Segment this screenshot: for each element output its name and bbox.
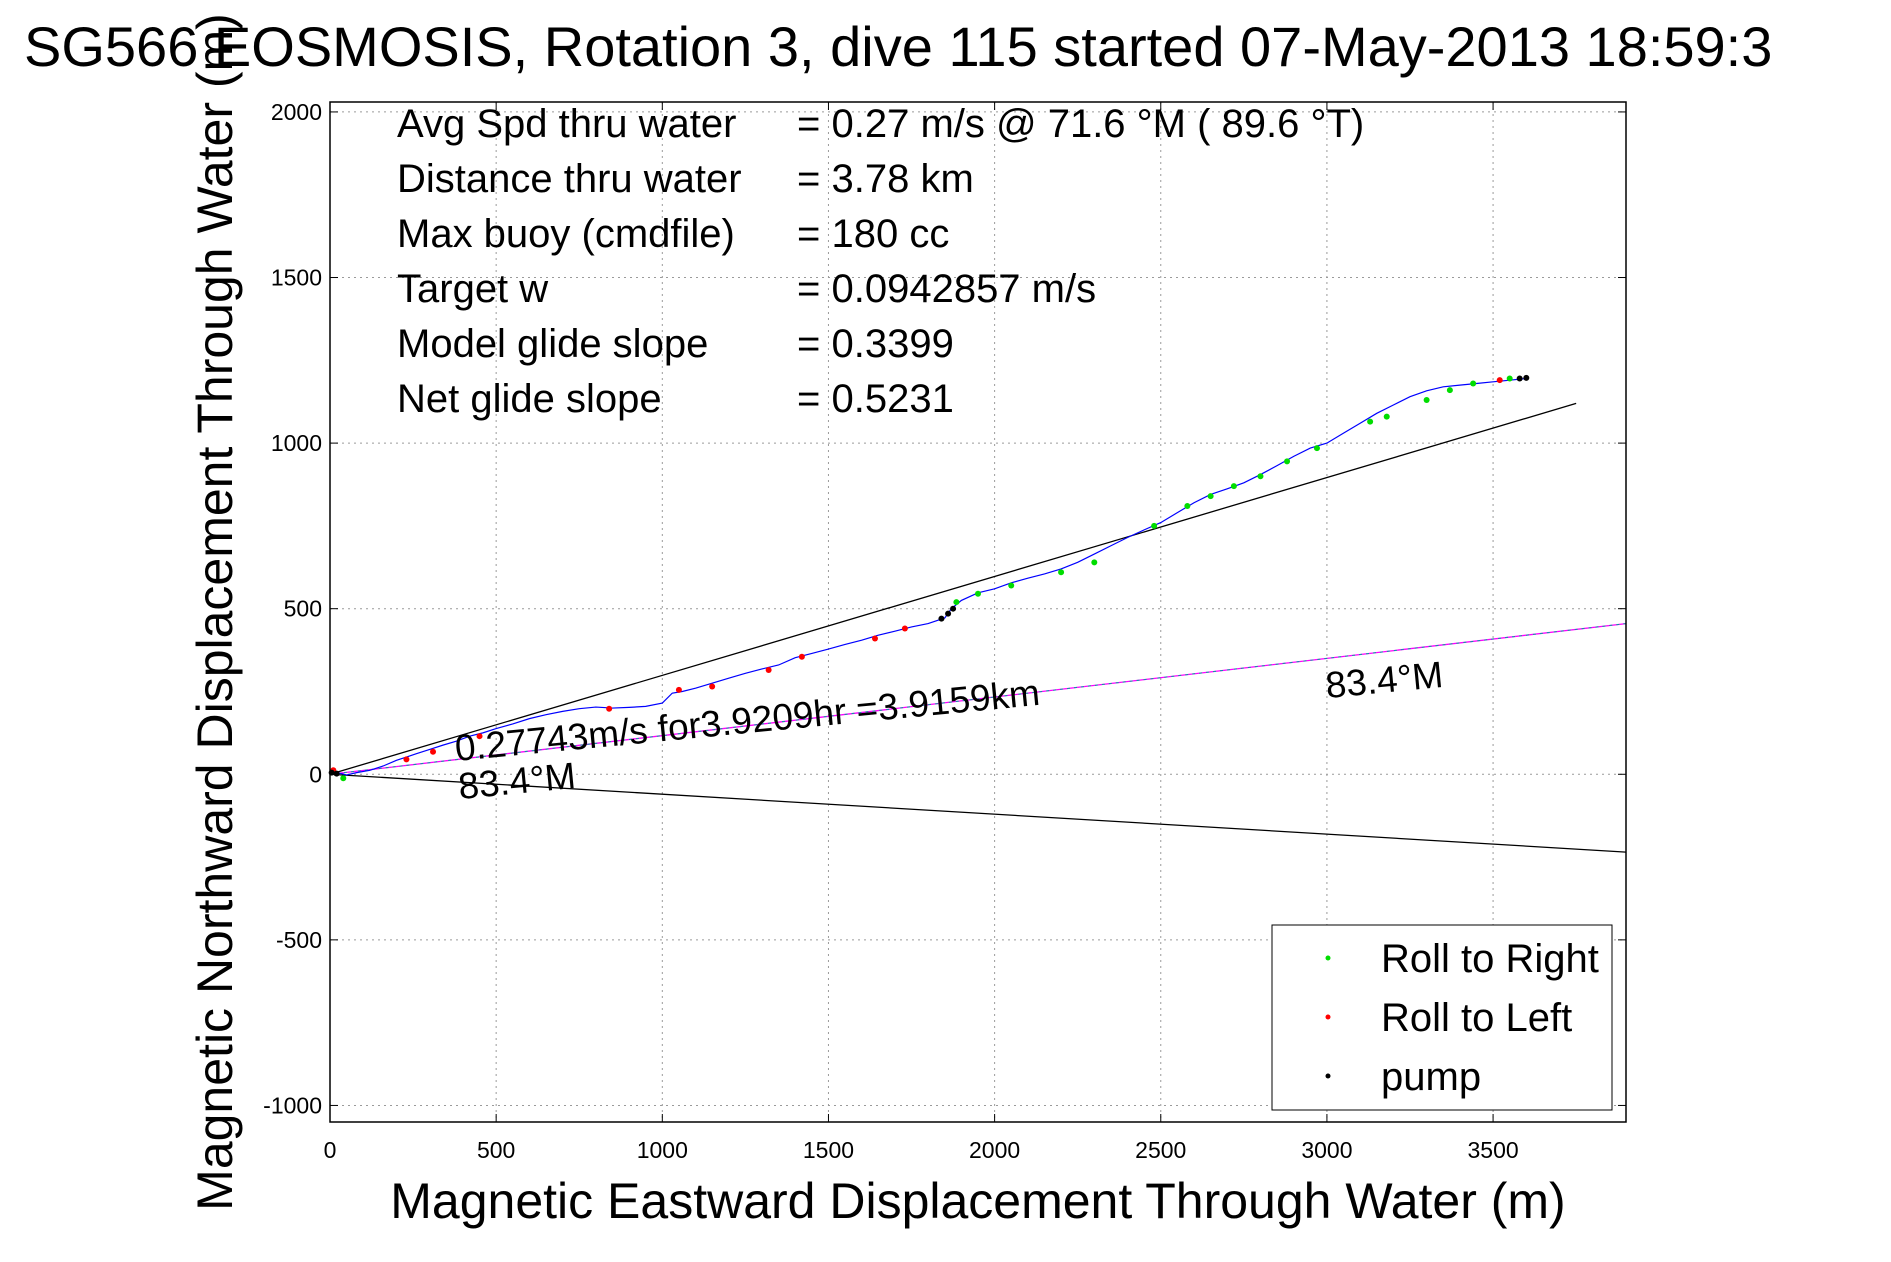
- legend: Roll to Right Roll to Left pump: [1271, 924, 1613, 1111]
- y-tick-label: 2000: [271, 99, 322, 125]
- point-roll-to-left: [709, 683, 716, 690]
- info-label: Target w: [397, 267, 548, 311]
- x-tick-label: 2500: [1135, 1137, 1186, 1163]
- point-roll-to-right: [1008, 582, 1015, 589]
- y-tick-label: 0: [309, 761, 322, 787]
- legend-marker-roll-to-right: [1325, 955, 1331, 961]
- point-roll-to-right: [1383, 413, 1390, 420]
- y-tick-label: -500: [276, 927, 322, 953]
- glider-track: [329, 377, 1527, 776]
- x-tick-label: 1500: [803, 1137, 854, 1163]
- point-roll-to-left: [765, 666, 772, 673]
- info-value: = 0.3399: [797, 322, 954, 366]
- axis-ticks: 0 500 1000 1500 2000 2500 3000 3500 2000 1500 1000…: [263, 99, 1626, 1163]
- point-roll-to-left: [476, 733, 483, 740]
- x-tick-label: 500: [477, 1137, 515, 1163]
- legend-label: pump: [1381, 1055, 1481, 1099]
- legend-label: Roll to Left: [1381, 996, 1572, 1040]
- legend-marker-pump: [1325, 1073, 1331, 1079]
- point-roll-to-right: [1506, 375, 1513, 382]
- x-tick-label: 1000: [637, 1137, 688, 1163]
- point-roll-to-right: [975, 590, 981, 597]
- y-tick-label: 1000: [271, 430, 322, 456]
- point-roll-to-right: [1423, 397, 1430, 404]
- point-roll-to-right: [1207, 493, 1214, 500]
- point-roll-to-right: [1470, 380, 1477, 387]
- point-roll-to-right: [1257, 473, 1264, 480]
- point-roll-to-left: [901, 625, 908, 632]
- y-tick-label: -1000: [263, 1092, 322, 1118]
- track-line: [329, 377, 1527, 776]
- chart-title: SG566 EOSMOSIS, Rotation 3, dive 115 sta…: [24, 15, 1772, 78]
- x-tick-label: 3500: [1467, 1137, 1518, 1163]
- legend-label: Roll to Right: [1381, 937, 1599, 981]
- point-roll-to-left: [675, 686, 682, 693]
- data-points: [328, 374, 1530, 782]
- reference-line: [329, 402, 1577, 775]
- reference-line: [329, 773, 1627, 853]
- point-roll-to-right: [1151, 522, 1158, 529]
- point-pump: [945, 610, 952, 617]
- grid: [330, 102, 1626, 1122]
- y-tick-label: 1500: [271, 265, 322, 291]
- point-pump: [1516, 375, 1523, 382]
- reference-line: [329, 623, 1627, 775]
- point-roll-to-right: [1091, 559, 1098, 566]
- info-label: Net glide slope: [397, 377, 662, 421]
- x-tick-label: 2000: [969, 1137, 1020, 1163]
- point-roll-to-right: [953, 599, 960, 606]
- annotation: 0.27743m/s for3.9209hr =3.9159km: [453, 672, 1041, 769]
- point-roll-to-left: [1496, 377, 1503, 384]
- reference-lines: [329, 402, 1627, 853]
- info-value: = 180 cc: [797, 212, 949, 256]
- point-pump: [1523, 374, 1530, 381]
- point-roll-to-right: [1367, 418, 1374, 425]
- point-pump: [938, 615, 945, 622]
- info-box: Avg Spd thru water = 0.27 m/s @ 71.6 °M (…: [397, 102, 1364, 421]
- y-tick-label: 500: [284, 596, 322, 622]
- info-value: = 0.0942857 m/s: [797, 267, 1096, 311]
- point-roll-to-left: [606, 705, 613, 712]
- point-roll-to-right: [1284, 458, 1291, 465]
- info-label: Max buoy (cmdfile): [397, 212, 735, 256]
- point-roll-to-right: [1446, 387, 1453, 394]
- annotation: 83.4°M: [1324, 654, 1445, 706]
- point-roll-to-right: [1230, 483, 1237, 490]
- info-value: = 3.78 km: [797, 157, 974, 201]
- y-axis-label: Magnetic Northward Displacement Through …: [187, 13, 243, 1211]
- annotations: 0.27743m/s for3.9209hr =3.9159km 83.4°M83…: [453, 654, 1445, 807]
- info-label: Distance thru water: [397, 157, 742, 201]
- info-value: = 0.27 m/s @ 71.6 °M ( 89.6 °T): [797, 102, 1364, 146]
- info-label: Model glide slope: [397, 322, 708, 366]
- x-tick-label: 0: [324, 1137, 337, 1163]
- plot-frame: [329, 101, 1627, 1123]
- x-axis-label: Magnetic Eastward Displacement Through W…: [390, 1173, 1565, 1229]
- x-tick-label: 3000: [1301, 1137, 1352, 1163]
- point-roll-to-right: [1313, 445, 1320, 452]
- point-roll-to-left: [798, 653, 805, 660]
- info-label: Avg Spd thru water: [397, 102, 736, 146]
- point-roll-to-left: [871, 635, 878, 642]
- legend-marker-roll-to-left: [1325, 1014, 1331, 1020]
- point-pump: [333, 770, 340, 777]
- point-roll-to-right: [340, 775, 347, 782]
- point-roll-to-left: [403, 756, 410, 763]
- point-roll-to-right: [1058, 569, 1065, 576]
- point-roll-to-right: [1184, 503, 1191, 510]
- point-pump: [950, 605, 957, 612]
- info-value: = 0.5231: [797, 377, 954, 421]
- point-roll-to-left: [430, 748, 437, 755]
